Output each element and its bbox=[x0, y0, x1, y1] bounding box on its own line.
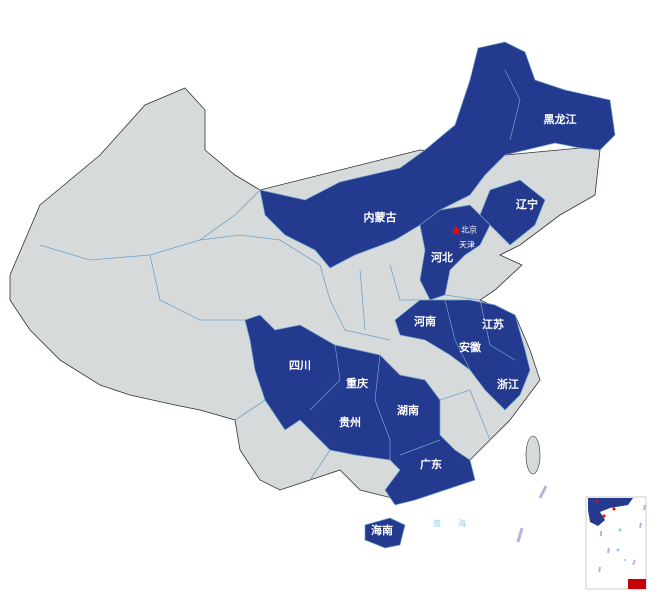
label-hunan: 湖南 bbox=[397, 403, 419, 417]
label-chongqing: 重庆 bbox=[346, 376, 368, 390]
region-southwest[interactable] bbox=[244, 314, 476, 506]
region-hebei[interactable] bbox=[419, 204, 491, 301]
sea-boundary-dashes bbox=[516, 485, 548, 543]
label-guizhou: 贵州 bbox=[339, 415, 361, 429]
label-henan: 河南 bbox=[414, 314, 436, 328]
label-sichuan: 四川 bbox=[289, 359, 311, 372]
label-heilongjiang: 黑龙江 bbox=[544, 112, 577, 126]
sea-label-1: 南 bbox=[433, 518, 441, 528]
inset-legend-box bbox=[628, 579, 646, 589]
label-hebei: 河北 bbox=[431, 250, 453, 264]
label-liaoning: 辽宁 bbox=[516, 197, 538, 211]
label-anhui: 安徽 bbox=[459, 340, 482, 354]
label-zhejiang: 浙江 bbox=[497, 377, 519, 391]
south-china-sea-inset bbox=[585, 496, 647, 590]
label-tianjin: 天津 bbox=[459, 240, 475, 250]
label-guangdong: 广东 bbox=[420, 457, 442, 471]
label-beijing: 北京 bbox=[461, 225, 477, 235]
province-borders bbox=[39, 189, 491, 481]
sea-label-2: 海 bbox=[458, 518, 466, 528]
label-neimenggu: 内蒙古 bbox=[364, 210, 397, 224]
region-hainan[interactable] bbox=[364, 517, 406, 549]
label-hainan: 海南 bbox=[371, 523, 393, 537]
star-icon bbox=[451, 225, 461, 235]
label-jiangsu: 江苏 bbox=[482, 317, 504, 331]
region-taiwan[interactable] bbox=[525, 435, 541, 475]
region-north[interactable] bbox=[259, 41, 616, 269]
